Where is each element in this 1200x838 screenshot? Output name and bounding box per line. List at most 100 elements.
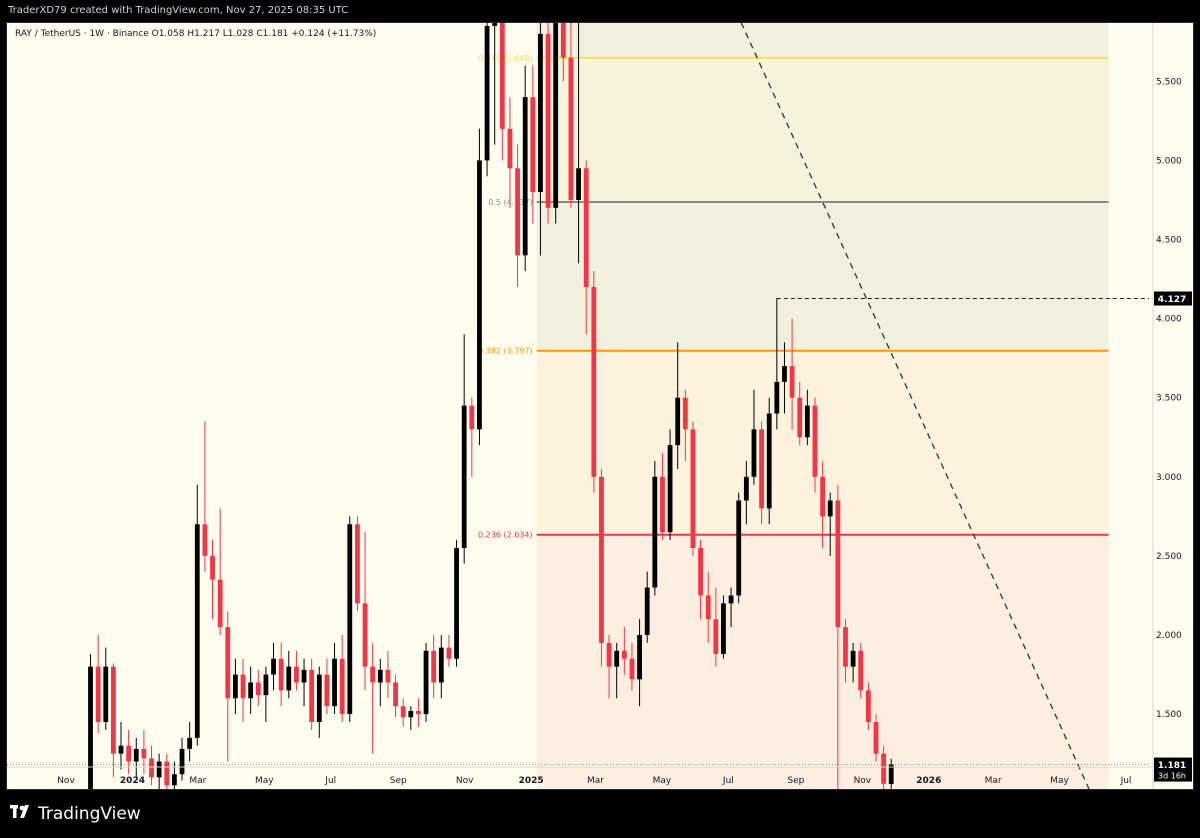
candle-body (499, 23, 505, 129)
y-tick-label: 2.500 (1156, 552, 1182, 562)
fib-band (536, 57, 1109, 203)
candle-body (355, 524, 360, 604)
x-tick-label: Mar (189, 776, 206, 786)
attribution-bar: TraderXD79 created with TradingView.com,… (0, 0, 1200, 22)
candle-body (370, 666, 376, 683)
candle-body (187, 737, 193, 749)
fib-band (536, 23, 1109, 58)
candle-body (515, 168, 520, 256)
candle-body (294, 666, 299, 683)
candle-body (820, 476, 825, 517)
candle-body (233, 674, 238, 699)
candle-body (477, 160, 482, 430)
candle-body (827, 500, 833, 517)
drawings-layer (740, 23, 1149, 789)
candle-body (416, 710, 421, 715)
candle-body (675, 397, 681, 446)
level-price-tag-text: 4.127 (1158, 295, 1186, 305)
candle-body (171, 774, 177, 786)
candle-body (789, 366, 795, 398)
candle-body (332, 658, 337, 707)
candle-body (454, 547, 459, 659)
x-tick-label: Nov (456, 776, 474, 786)
candles-layer (88, 23, 894, 789)
candle-body (240, 674, 246, 699)
x-tick-label: Nov (854, 776, 872, 786)
axes-layer: 1.500 2.000 2.500 3.000 3.500 4.000 4.500 5.000… (7, 23, 1192, 789)
candle-body (507, 128, 513, 169)
candle-body (751, 429, 757, 477)
candle-body (865, 690, 871, 723)
candle-body (583, 168, 589, 287)
candle-body (263, 674, 269, 696)
candle-body (812, 405, 818, 477)
y-tick-label: 1.500 (1156, 710, 1182, 720)
last-price-tag (1154, 757, 1192, 782)
candle-body (423, 650, 429, 715)
candle-body (804, 405, 810, 438)
x-tick-label: May (1050, 776, 1069, 786)
zones-layer (536, 23, 1109, 789)
candle-body (606, 642, 612, 667)
candle-body (316, 674, 322, 723)
candle-body (385, 669, 391, 683)
attribution-text: TraderXD79 created with TradingView.com,… (8, 5, 349, 16)
level-price-tag (1154, 291, 1192, 306)
chart-frame[interactable]: 1 (8.720)0.618 (5.648)0.5 (4.737)0.382 (… (6, 22, 1194, 790)
candle-body (660, 476, 665, 533)
candle-body (576, 168, 581, 200)
candle-body (217, 579, 223, 628)
tradingview-logo-icon (10, 804, 32, 824)
candle-body (652, 476, 658, 588)
x-tick-label: Sep (787, 776, 804, 786)
y-tick-label: 3.500 (1156, 394, 1182, 404)
candle-body (400, 706, 406, 718)
candle-body (591, 286, 597, 477)
candle-body (743, 476, 749, 501)
candle-body (362, 603, 368, 667)
candle-body (149, 758, 154, 778)
last-price-tag-text: 1.181 (1158, 761, 1186, 771)
candle-body (774, 381, 780, 414)
x-tick-label: May (255, 776, 274, 786)
x-tick-label: 2025 (519, 776, 544, 786)
candle-body (888, 764, 894, 785)
candle-body (881, 753, 887, 784)
candle-body (347, 524, 353, 715)
candle-body (667, 445, 673, 533)
x-tick-label: May (653, 776, 672, 786)
x-tick-label: 2026 (916, 776, 941, 786)
candle-body (713, 619, 719, 654)
x-tick-label: Mar (985, 776, 1002, 786)
candle-body (286, 666, 292, 691)
candle-body (560, 23, 566, 58)
candle-body (88, 666, 93, 789)
candle-body (446, 647, 452, 659)
candle-body (377, 669, 383, 683)
y-tick-label: 5.500 (1156, 77, 1182, 87)
brand-bar: TradingView (0, 790, 1200, 838)
candlestick-chart[interactable]: 1 (8.720)0.618 (5.648)0.5 (4.737)0.382 (… (7, 23, 1194, 790)
candle-body (621, 650, 627, 659)
candle-body (797, 397, 803, 438)
candle-body (278, 658, 284, 691)
symbol-legend: RAY / TetherUS · 1W · Binance O1.058 H1.… (15, 29, 377, 39)
candle-body (530, 97, 536, 193)
brand-name: TradingView (38, 804, 141, 824)
y-tick-label: 5.000 (1156, 156, 1182, 166)
candle-body (179, 748, 185, 775)
fib-band (536, 534, 1109, 789)
candle-body (95, 666, 101, 723)
tradingview-brand[interactable]: TradingView (10, 804, 141, 824)
candle-body (393, 682, 398, 707)
candle-body (202, 524, 208, 556)
y-tick-label: 4.000 (1156, 315, 1182, 325)
x-tick-label: Nov (57, 776, 75, 786)
candle-body (431, 650, 437, 683)
candle-body (141, 748, 147, 759)
candle-body (736, 500, 742, 596)
candle-body (194, 524, 200, 738)
candle-body (698, 547, 703, 596)
candle-body (255, 682, 261, 696)
candle-body (461, 405, 467, 548)
